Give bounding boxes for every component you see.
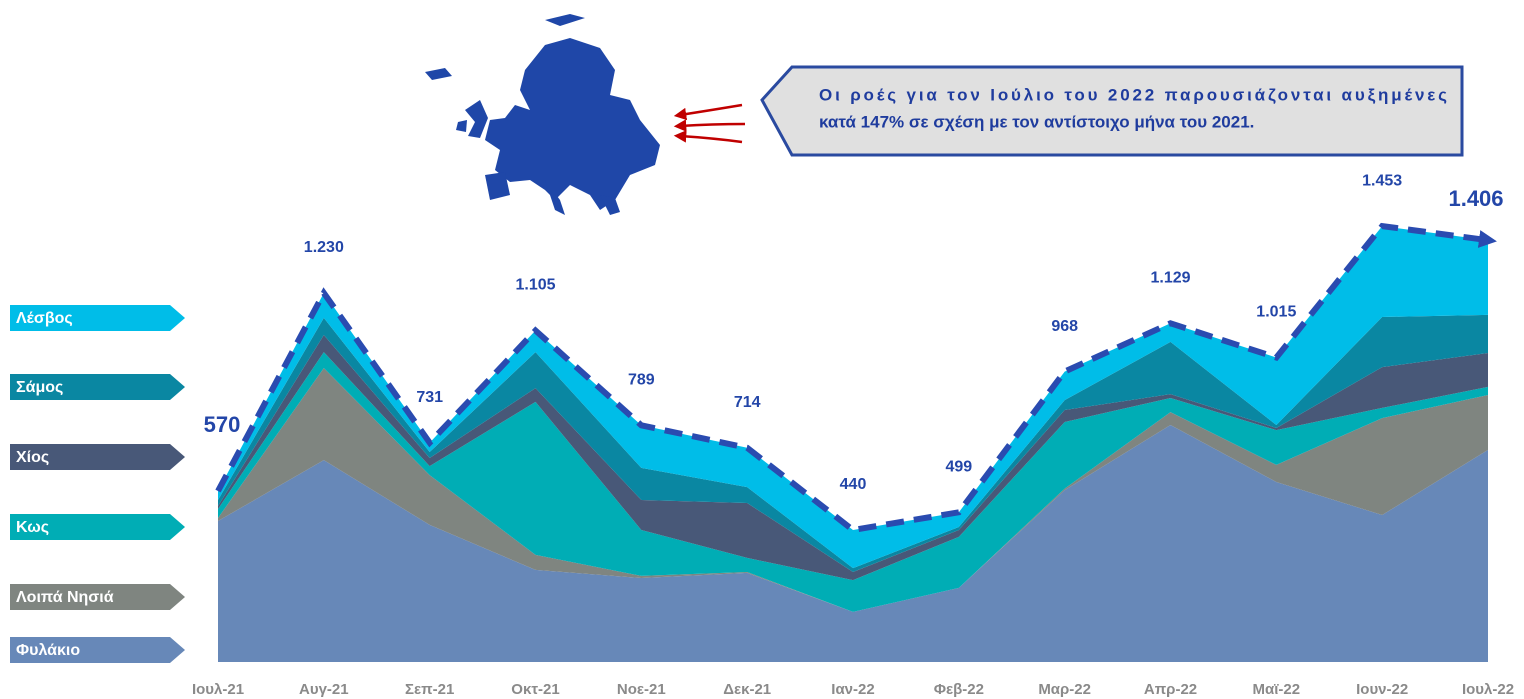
europe-map — [425, 14, 660, 215]
x-tick-label: Απρ-22 — [1144, 681, 1197, 698]
x-tick-label: Ιουλ-22 — [1462, 681, 1514, 698]
x-tick-label: Δεκ-21 — [723, 681, 771, 698]
area — [218, 368, 1488, 612]
x-tick-label: Αυγ-21 — [299, 681, 349, 698]
total-label: 1.015 — [1256, 304, 1296, 321]
legend-label: Χίος — [16, 449, 49, 466]
total-label: 440 — [840, 476, 867, 493]
total-label: 1.129 — [1150, 270, 1190, 287]
area — [218, 226, 1488, 569]
legend-tag — [10, 584, 185, 610]
x-tick-label: Ιουν-22 — [1356, 681, 1408, 698]
total-label: 731 — [416, 389, 443, 406]
area — [218, 425, 1488, 662]
legend-label: Σάμος — [16, 379, 63, 396]
total-label: 714 — [734, 394, 761, 411]
x-tick-label: Μαϊ-22 — [1253, 681, 1301, 698]
total-label: 499 — [945, 459, 972, 476]
arrows — [673, 103, 746, 144]
total-line — [215, 222, 1497, 534]
x-tick-label: Ιαν-22 — [831, 681, 874, 698]
total-label: 789 — [628, 372, 655, 389]
total-label: 570 — [204, 412, 241, 437]
total-label: 1.406 — [1448, 186, 1503, 211]
legend-label: Κως — [16, 519, 49, 536]
callout-box — [760, 65, 1464, 157]
legend-tag — [10, 514, 185, 540]
legend-label: Λέσβος — [16, 310, 73, 327]
x-tick-label: Φεβ-22 — [934, 681, 984, 698]
legend-label: Φυλάκιο — [16, 642, 80, 659]
x-tick-label: Ιουλ-21 — [192, 681, 244, 698]
area — [218, 314, 1488, 572]
total-label: 1.453 — [1362, 172, 1402, 189]
annotation: Οι ροές για τον Ιούλιο του 2022 παρουσιά… — [819, 85, 1447, 104]
x-tick-label: Μαρ-22 — [1038, 681, 1091, 698]
legend-tag — [10, 374, 185, 400]
legend-label: Λοιπά Νησιά — [16, 589, 114, 606]
area — [218, 335, 1488, 581]
total-label: 968 — [1051, 318, 1078, 335]
total-label: 1.105 — [515, 277, 555, 294]
legend-tag — [10, 305, 185, 331]
total-label: 1.230 — [304, 239, 344, 256]
legend-tag — [10, 444, 185, 470]
x-tick-label: Νοε-21 — [617, 681, 666, 698]
area — [218, 352, 1488, 612]
annotation: κατά 147% σε σχέση με τον αντίστοιχο μήν… — [819, 112, 1254, 131]
x-tick-label: Οκτ-21 — [511, 681, 559, 698]
legend-tag — [10, 637, 185, 663]
x-tick-label: Σεπ-21 — [405, 681, 454, 698]
